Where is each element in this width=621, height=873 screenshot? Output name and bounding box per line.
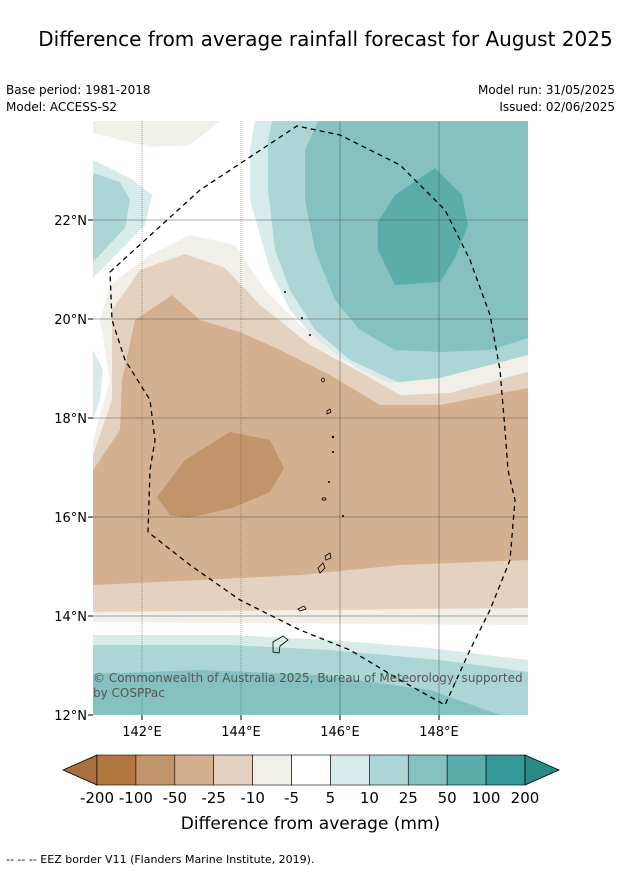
colorbar-swatch (407, 754, 448, 786)
model-run: Model run: 31/05/2025 (477, 83, 615, 97)
axis-ticks (88, 219, 440, 720)
lat-tick-label: 20°N (54, 313, 87, 328)
meta-left: Base period: 1981-2018 Model: ACCESS-S2 (6, 82, 151, 116)
eez-border (109, 125, 516, 706)
lon-tick-label: 148°E (419, 725, 459, 740)
lat-tick-label: 18°N (54, 412, 87, 427)
colorbar-swatch (330, 754, 370, 786)
lon-tick-label: 146°E (320, 725, 360, 740)
colorbar-extend-low (62, 754, 98, 786)
lat-tick-label: 22°N (54, 214, 87, 229)
islands (272, 290, 344, 654)
colorbar-swatch (213, 754, 253, 786)
model-name: Model: ACCESS-S2 (6, 100, 118, 114)
colorbar-tick-label: 5 (326, 789, 336, 807)
map-title: Difference from average rainfall forecas… (38, 27, 613, 51)
colorbar-tick-label: -50 (163, 789, 188, 807)
eez-footnote: -- -- -- EEZ border V11 (Flanders Marine… (6, 853, 315, 866)
colorbar-tick-label: 200 (511, 789, 540, 807)
colorbar-extend-high (524, 754, 560, 786)
colorbar-swatch (485, 754, 526, 786)
colorbar-tick-label: -25 (201, 789, 226, 807)
lat-tick-label: 12°N (54, 709, 87, 724)
issued-date: Issued: 02/06/2025 (499, 100, 615, 114)
colorbar-tick-label: 50 (438, 789, 457, 807)
colorbar-tick-label: 10 (360, 789, 379, 807)
colorbar-swatch (369, 754, 409, 786)
colorbar: -200 -100 -50 -25 -10 -5 5 10 25 50 100 200 (62, 754, 560, 807)
copyright-notice: © Commonwealth of Australia 2025, Bureau… (93, 671, 523, 700)
colorbar-swatch (135, 754, 176, 786)
colorbar-swatch (174, 754, 215, 786)
colorbar-swatch (291, 754, 331, 786)
lon-tick-label: 144°E (221, 725, 261, 740)
colorbar-tick-label: 100 (472, 789, 501, 807)
base-period: Base period: 1981-2018 (6, 83, 151, 97)
colorbar-tick-label: 25 (399, 789, 418, 807)
lat-tick-label: 14°N (54, 610, 87, 625)
lat-tick-label: 16°N (54, 511, 87, 526)
lon-tick-label: 142°E (122, 725, 162, 740)
colorbar-tick-label: -100 (119, 789, 153, 807)
colorbar-swatch (252, 754, 292, 786)
colorbar-label: Difference from average (mm) (180, 814, 441, 834)
colorbar-tick-label: -5 (284, 789, 299, 807)
meta-right: Model run: 31/05/2025 Issued: 02/06/2025 (478, 82, 615, 116)
colorbar-swatch (446, 754, 487, 786)
colorbar-tick-label: -10 (240, 789, 265, 807)
colorbar-swatch (96, 754, 137, 786)
colorbar-tick-label: -200 (80, 789, 114, 807)
gridlines (93, 121, 528, 715)
